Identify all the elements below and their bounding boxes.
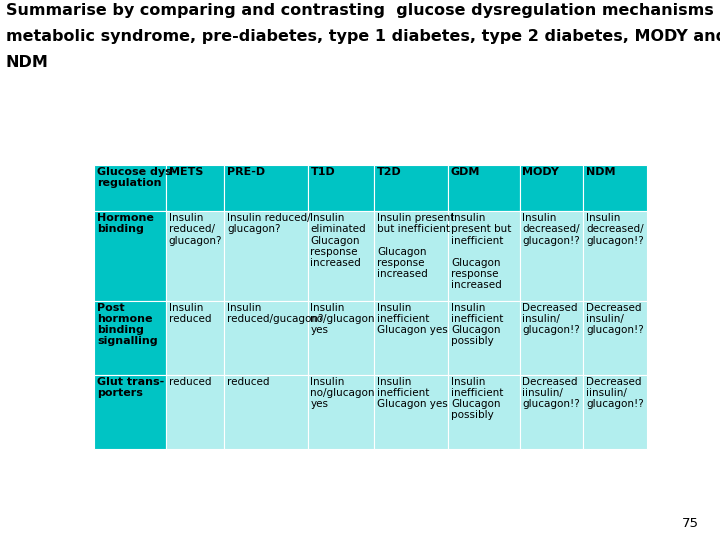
Text: Insulin
decreased/
glucagon!?: Insulin decreased/ glucagon!? <box>586 213 644 246</box>
Text: Hormone
binding: Hormone binding <box>97 213 154 234</box>
Bar <box>94 375 166 449</box>
Bar <box>583 301 647 375</box>
Bar <box>520 301 583 375</box>
Bar <box>94 165 166 211</box>
Text: T2D: T2D <box>377 167 402 177</box>
Bar <box>166 301 224 375</box>
Bar <box>449 301 520 375</box>
Bar <box>166 375 224 449</box>
Text: METS: METS <box>168 167 203 177</box>
Bar <box>224 375 307 449</box>
Bar <box>224 165 307 211</box>
Bar <box>520 211 583 301</box>
Bar <box>166 211 224 301</box>
Text: Post
hormone
binding
signalling: Post hormone binding signalling <box>97 302 158 346</box>
Bar <box>94 301 166 375</box>
Bar <box>520 165 583 211</box>
Text: Decreased
iinsulin/
glucagon!?: Decreased iinsulin/ glucagon!? <box>523 377 580 409</box>
Bar <box>307 301 374 375</box>
Bar <box>583 211 647 301</box>
Text: PRE-D: PRE-D <box>227 167 265 177</box>
Text: Insulin
inefficient
Glucagon yes: Insulin inefficient Glucagon yes <box>377 302 448 335</box>
Text: Insulin
eliminated
Glucagon
response
increased: Insulin eliminated Glucagon response inc… <box>310 213 366 268</box>
Text: Insulin
reduced: Insulin reduced <box>168 302 211 324</box>
Text: NDM: NDM <box>586 167 616 177</box>
Bar <box>307 375 374 449</box>
Text: reduced: reduced <box>227 377 269 387</box>
Text: Glucose dys-
regulation: Glucose dys- regulation <box>97 167 176 188</box>
Text: Insulin
decreased/
glucagon!?: Insulin decreased/ glucagon!? <box>523 213 580 246</box>
Bar <box>224 301 307 375</box>
Bar <box>449 375 520 449</box>
Text: NDM: NDM <box>6 55 49 70</box>
Bar <box>166 165 224 211</box>
Bar <box>449 165 520 211</box>
Bar <box>94 211 166 301</box>
Text: 75: 75 <box>681 517 698 530</box>
Text: Summarise by comparing and contrasting  glucose dysregulation mechanisms in: Summarise by comparing and contrasting g… <box>6 3 720 18</box>
Text: Insulin
inefficient
Glucagon
possibly: Insulin inefficient Glucagon possibly <box>451 302 503 346</box>
Text: Decreased
iinsulin/
glucagon!?: Decreased iinsulin/ glucagon!? <box>586 377 644 409</box>
Bar <box>583 375 647 449</box>
Bar <box>449 211 520 301</box>
Text: Glut trans-
porters: Glut trans- porters <box>97 377 164 398</box>
Text: MODY: MODY <box>523 167 559 177</box>
Bar <box>374 301 449 375</box>
Text: GDM: GDM <box>451 167 480 177</box>
Text: metabolic syndrome, pre-diabetes, type 1 diabetes, type 2 diabetes, MODY and: metabolic syndrome, pre-diabetes, type 1… <box>6 29 720 44</box>
Text: Insulin reduced/
glucagon?: Insulin reduced/ glucagon? <box>227 213 310 234</box>
Text: Insulin
reduced/gucagon?: Insulin reduced/gucagon? <box>227 302 323 324</box>
Text: Insulin
reduced/
glucagon?: Insulin reduced/ glucagon? <box>168 213 222 246</box>
Bar <box>224 211 307 301</box>
Bar <box>583 165 647 211</box>
Text: T1D: T1D <box>310 167 336 177</box>
Text: Insulin
present but
inefficient

Glucagon
response
increased: Insulin present but inefficient Glucagon… <box>451 213 511 291</box>
Text: Insulin
inefficient
Glucagon yes: Insulin inefficient Glucagon yes <box>377 377 448 409</box>
Text: Insulin
no/glucagon
yes: Insulin no/glucagon yes <box>310 302 375 335</box>
Bar <box>307 165 374 211</box>
Text: Decreased
insulin/
glucagon!?: Decreased insulin/ glucagon!? <box>523 302 580 335</box>
Text: reduced: reduced <box>168 377 211 387</box>
Bar <box>520 375 583 449</box>
Text: Decreased
insulin/
glucagon!?: Decreased insulin/ glucagon!? <box>586 302 644 335</box>
Bar <box>307 211 374 301</box>
Text: Insulin
inefficient
Glucagon
possibly: Insulin inefficient Glucagon possibly <box>451 377 503 420</box>
Text: Insulin
no/glucagon
yes: Insulin no/glucagon yes <box>310 377 375 409</box>
Bar <box>374 375 449 449</box>
Text: Insulin present
but inefficient

Glucagon
response
increased: Insulin present but inefficient Glucagon… <box>377 213 454 279</box>
Bar <box>374 165 449 211</box>
Bar <box>374 211 449 301</box>
